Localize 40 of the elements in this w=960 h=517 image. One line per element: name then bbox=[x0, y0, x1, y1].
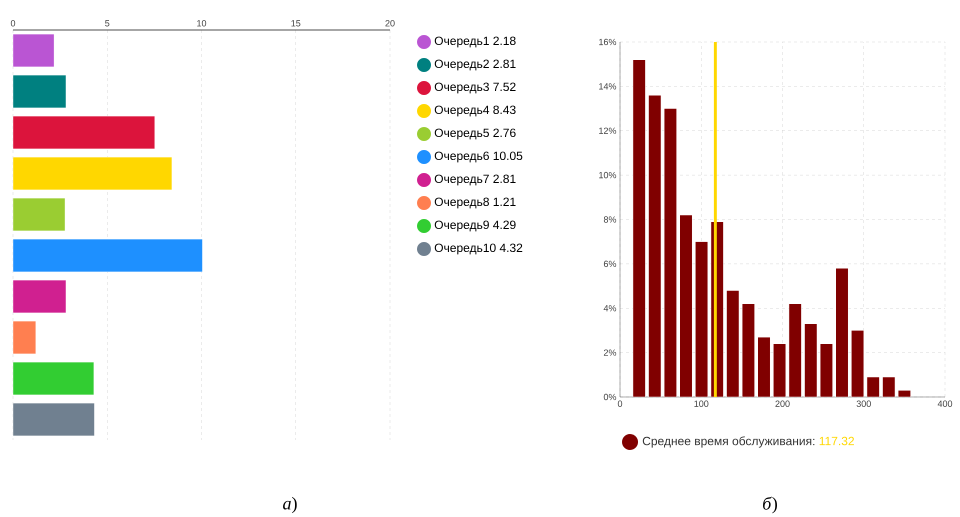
y-tick-label: 6% bbox=[604, 260, 616, 268]
ref-line-label: 117.32 bbox=[820, 436, 854, 446]
legend-label: Очередь4 8.43 bbox=[434, 106, 516, 116]
bar bbox=[13, 320, 36, 354]
legend-label: Очередь10 4.32 bbox=[434, 244, 522, 254]
bar bbox=[13, 362, 94, 396]
x-tick-label: 200 bbox=[775, 400, 790, 407]
y-tick-label: 16% bbox=[599, 38, 616, 46]
text: а) bbox=[283, 496, 297, 514]
y-tick-label: 4% bbox=[604, 305, 616, 312]
legend-label: Очередь6 10.05 bbox=[434, 152, 522, 162]
bar bbox=[13, 116, 155, 150]
legend-label: Очередь9 4.29 bbox=[434, 220, 516, 232]
x-tick-label: 10 bbox=[197, 20, 206, 26]
x-tick-label: 100 bbox=[694, 400, 708, 407]
text: б) bbox=[763, 496, 777, 514]
x-tick-label: 20 bbox=[385, 20, 395, 26]
x-tick-label: 300 bbox=[856, 400, 871, 407]
bar bbox=[13, 74, 66, 108]
legend-label: Очередь7 2.81 bbox=[434, 174, 516, 186]
y-tick-label: 12% bbox=[599, 128, 616, 134]
legend-label: Очередь2 2.81 bbox=[434, 60, 516, 70]
legend-label: Очередь8 1.21 bbox=[434, 198, 516, 208]
bar bbox=[13, 156, 172, 190]
legend-label: Очередь1 2.18 bbox=[434, 36, 516, 48]
x-tick-label: 0 bbox=[10, 20, 16, 26]
y-tick-label: 2% bbox=[604, 349, 616, 356]
x-tick-label: 15 bbox=[291, 20, 300, 26]
legend-label: Очередь3 7.52 bbox=[434, 82, 516, 94]
y-tick-label: 14% bbox=[599, 83, 616, 90]
bar bbox=[13, 402, 95, 436]
x-tick-label: 5 bbox=[105, 20, 110, 26]
x-tick-label: 400 bbox=[938, 400, 952, 407]
bar bbox=[13, 198, 66, 232]
x-tick-label: 0 bbox=[618, 400, 622, 407]
y-tick-label: 0% bbox=[604, 394, 616, 400]
y-tick-label: 10% bbox=[599, 172, 616, 178]
legend-label: Среднее время обслуживания: bbox=[642, 436, 814, 448]
legend-label: Очередь5 2.76 bbox=[434, 128, 516, 140]
y-tick-label: 8% bbox=[604, 216, 616, 223]
